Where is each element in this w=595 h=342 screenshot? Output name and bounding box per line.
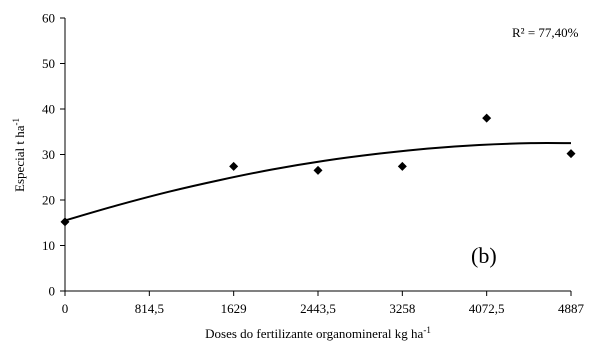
x-tick-label: 4887 — [558, 301, 585, 316]
y-axis-title-sup: -1 — [11, 118, 21, 126]
y-tick-label: 40 — [42, 102, 55, 117]
fit-curve — [64, 141, 572, 222]
x-tick-label: 814,5 — [135, 301, 164, 316]
data-points — [60, 113, 576, 227]
x-tick-label: 4072,5 — [469, 301, 505, 316]
y-tick-label: 20 — [42, 193, 55, 208]
data-point — [566, 149, 576, 159]
x-tick-label: 2443,5 — [300, 301, 336, 316]
y-tick-label: 30 — [42, 147, 55, 162]
y-tick-label: 60 — [42, 11, 55, 26]
y-tick-label: 50 — [42, 56, 55, 71]
data-point — [313, 165, 323, 175]
y-tick-label: 0 — [49, 284, 56, 299]
y-axis-title: Especial t ha-1 — [11, 118, 27, 192]
x-axis-title: Doses do fertilizante organomineral kg h… — [205, 325, 431, 341]
x-tick-label: 1629 — [221, 301, 247, 316]
data-point — [397, 161, 407, 171]
tick-labels: 0 10 20 30 40 50 60 0 814,5 1629 2443,5 3258 4072,5 4… — [42, 11, 585, 317]
panel-label: (b) — [471, 243, 497, 268]
y-tick-label: 10 — [42, 238, 55, 253]
r-squared-annotation: R² = 77,40% — [512, 25, 579, 40]
data-point — [60, 217, 70, 227]
x-axis-title-sup: -1 — [423, 325, 431, 335]
x-tick-label: 0 — [62, 301, 69, 316]
data-point — [229, 161, 239, 171]
x-tick-label: 3258 — [389, 301, 415, 316]
data-point — [482, 113, 492, 123]
ticks — [60, 17, 572, 296]
